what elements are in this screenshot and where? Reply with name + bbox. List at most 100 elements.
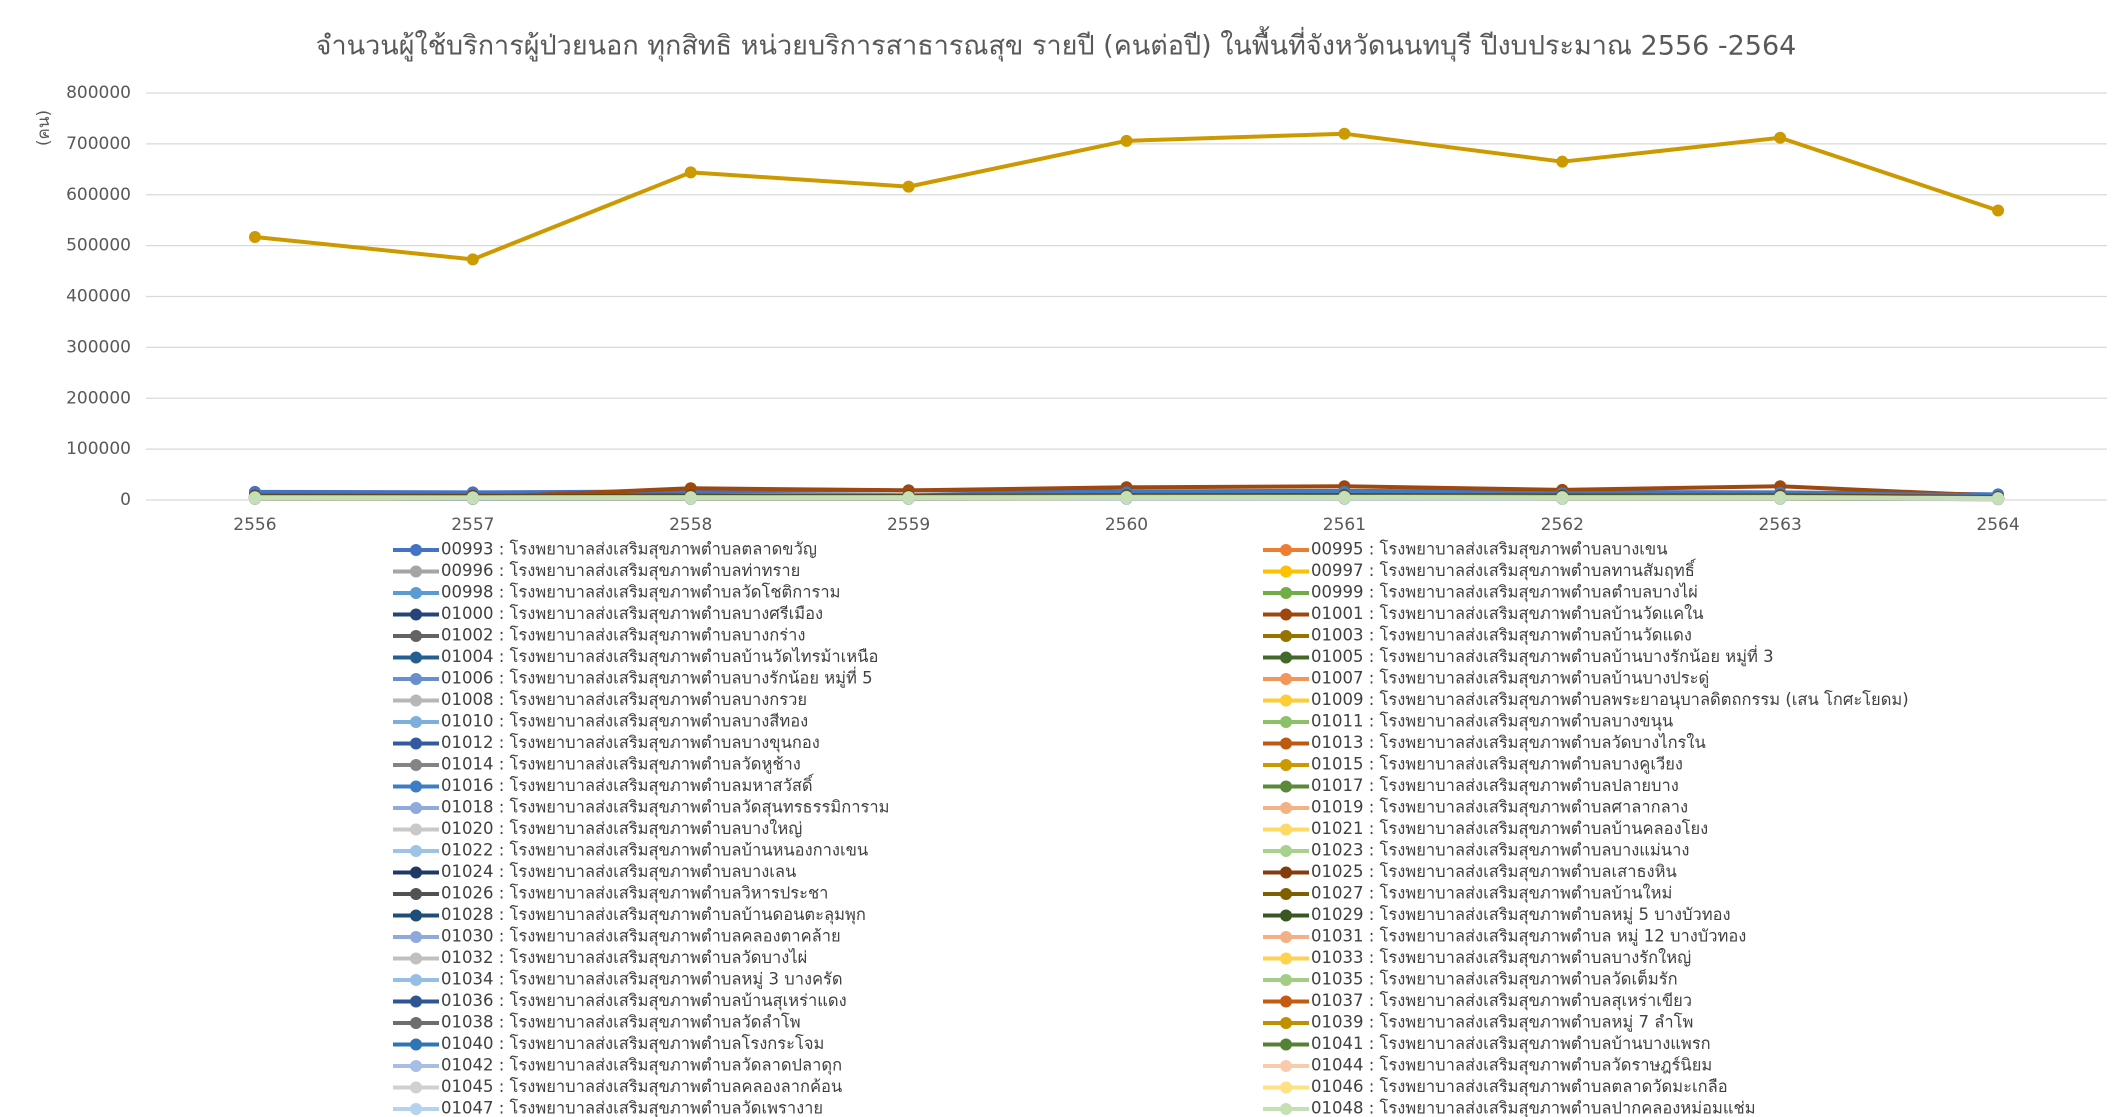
- legend-marker: [410, 1038, 422, 1051]
- legend-marker: [410, 845, 422, 857]
- legend-marker: [410, 974, 422, 986]
- data-point: [1774, 131, 1787, 144]
- legend-marker: [1280, 716, 1292, 728]
- data-point: [466, 491, 479, 504]
- legend-marker: [410, 587, 422, 599]
- legend-label: 01030 : โรงพยาบาลส่งเสริมสุขภาพตำบลคลองต…: [441, 927, 841, 947]
- legend-label: 01016 : โรงพยาบาลส่งเสริมสุขภาพตำบลมหาสว…: [441, 773, 815, 796]
- x-tick-label: 2559: [887, 515, 930, 535]
- legend-label: 01017 : โรงพยาบาลส่งเสริมสุขภาพตำบลปลายบ…: [1311, 776, 1679, 796]
- legend-label: 01008 : โรงพยาบาลส่งเสริมสุขภาพตำบลบางกร…: [441, 690, 807, 710]
- legend-marker: [410, 694, 422, 707]
- legend-label: 01021 : โรงพยาบาลส่งเสริมสุขภาพตำบลบ้านค…: [1311, 819, 1708, 839]
- legend-marker: [1280, 909, 1292, 922]
- legend-label: 01032 : โรงพยาบาลส่งเสริมสุขภาพตำบลวัดบา…: [441, 948, 807, 968]
- data-point: [248, 491, 261, 504]
- legend-label: 01029 : โรงพยาบาลส่งเสริมสุขภาพตำบลหมู่ …: [1311, 905, 1731, 925]
- x-tick-label: 2563: [1759, 515, 1802, 535]
- legend-marker: [410, 673, 422, 685]
- legend-marker: [410, 544, 422, 556]
- legend-label: 01013 : โรงพยาบาลส่งเสริมสุขภาพตำบลวัดบา…: [1311, 733, 1706, 753]
- legend-label: 01018 : โรงพยาบาลส่งเสริมสุขภาพตำบลวัดสุ…: [441, 798, 890, 818]
- legend-marker: [1280, 694, 1292, 707]
- legend-marker: [1280, 952, 1292, 965]
- legend-marker: [1280, 651, 1292, 664]
- legend-label: 01039 : โรงพยาบาลส่งเสริมสุขภาพตำบลหมู่ …: [1311, 1013, 1693, 1033]
- legend-marker: [1280, 931, 1292, 943]
- legend-marker: [1280, 1060, 1292, 1072]
- data-point: [684, 491, 697, 504]
- legend-label: 01003 : โรงพยาบาลส่งเสริมสุขภาพตำบลบ้านว…: [1311, 626, 1692, 646]
- legend-marker: [1280, 587, 1292, 599]
- chart-title: จำนวนผู้ใช้บริการผู้ป่วยนอก ทุกสิทธิ หน่…: [316, 26, 1797, 63]
- legend-marker: [410, 909, 422, 922]
- legend-label: 01006 : โรงพยาบาลส่งเสริมสุขภาพตำบลบางรั…: [441, 667, 873, 689]
- legend-marker: [1280, 823, 1292, 836]
- legend-marker: [410, 716, 422, 728]
- legend-marker: [1280, 866, 1292, 879]
- legend-marker: [410, 823, 422, 836]
- legend-label: 01048 : โรงพยาบาลส่งเสริมสุขภาพตำบลปากคล…: [1311, 1099, 1756, 1117]
- legend-label: 01019 : โรงพยาบาลส่งเสริมสุขภาพตำบลศาลาก…: [1311, 798, 1688, 818]
- legend-label: 01022 : โรงพยาบาลส่งเสริมสุขภาพตำบลบ้านห…: [441, 841, 868, 861]
- legend-marker: [410, 1060, 422, 1072]
- legend-label: 01041 : โรงพยาบาลส่งเสริมสุขภาพตำบลบ้านบ…: [1311, 1034, 1711, 1054]
- y-tick-label: 0: [120, 490, 131, 510]
- legend-label: 01004 : โรงพยาบาลส่งเสริมสุขภาพตำบลบ้านว…: [441, 647, 878, 667]
- data-point: [902, 491, 915, 504]
- data-point: [1992, 492, 2005, 505]
- legend-label: 01031 : โรงพยาบาลส่งเสริมสุขภาพตำบล หมู่…: [1311, 927, 1746, 947]
- legend-label: 01044 : โรงพยาบาลส่งเสริมสุขภาพตำบลวัดรา…: [1311, 1056, 1712, 1076]
- data-point: [902, 180, 915, 193]
- legend-marker: [410, 630, 422, 642]
- legend-marker: [1280, 1038, 1292, 1051]
- legend-label: 01001 : โรงพยาบาลส่งเสริมสุขภาพตำบลบ้านว…: [1311, 604, 1704, 624]
- legend-marker: [1280, 673, 1292, 685]
- x-tick-label: 2561: [1323, 515, 1366, 535]
- legend-label: 01002 : โรงพยาบาลส่งเสริมสุขภาพตำบลบางกร…: [441, 626, 805, 646]
- legend-label: 01025 : โรงพยาบาลส่งเสริมสุขภาพตำบลเสาธง…: [1311, 862, 1677, 882]
- legend-marker: [1280, 737, 1292, 750]
- x-tick-label: 2557: [451, 515, 494, 535]
- x-tick-label: 2562: [1541, 515, 1584, 535]
- legend-label: 01037 : โรงพยาบาลส่งเสริมสุขภาพตำบลสุเหร…: [1311, 991, 1692, 1011]
- legend-marker: [1280, 630, 1292, 642]
- legend-label: 01034 : โรงพยาบาลส่งเสริมสุขภาพตำบลหมู่ …: [441, 970, 843, 990]
- data-point: [1992, 204, 2005, 217]
- legend-marker: [410, 952, 422, 965]
- y-tick-label: 300000: [66, 337, 131, 357]
- x-tick-label: 2564: [1976, 515, 2019, 535]
- legend-label: 01033 : โรงพยาบาลส่งเสริมสุขภาพตำบลบางรั…: [1311, 948, 1691, 968]
- legend-marker: [1280, 608, 1292, 621]
- x-tick-label: 2560: [1105, 515, 1148, 535]
- data-point: [1120, 491, 1133, 504]
- data-point: [1774, 491, 1787, 504]
- legend-label: 01026 : โรงพยาบาลส่งเสริมสุขภาพตำบลวิหาร…: [441, 884, 828, 904]
- legend-label: 01010 : โรงพยาบาลส่งเสริมสุขภาพตำบลบางสี…: [441, 712, 808, 732]
- data-point: [1120, 134, 1133, 147]
- data-point: [248, 230, 261, 243]
- legend-marker: [1280, 1017, 1292, 1029]
- legend-label: 01046 : โรงพยาบาลส่งเสริมสุขภาพตำบลตลาดว…: [1311, 1077, 1728, 1097]
- legend-marker: [410, 759, 422, 771]
- legend-label: 01028 : โรงพยาบาลส่งเสริมสุขภาพตำบลบ้านด…: [441, 905, 866, 925]
- legend-marker: [1280, 544, 1292, 556]
- legend-label: 01007 : โรงพยาบาลส่งเสริมสุขภาพตำบลบ้านบ…: [1311, 669, 1709, 689]
- y-tick-label: 500000: [66, 236, 131, 256]
- legend-marker: [410, 866, 422, 879]
- legend-label: 01015 : โรงพยาบาลส่งเสริมสุขภาพตำบลบางคู…: [1311, 755, 1683, 775]
- legend-marker: [410, 888, 422, 900]
- legend-label: 00998 : โรงพยาบาลส่งเสริมสุขภาพตำบลวัดโช…: [441, 583, 841, 603]
- legend-label: 00999 : โรงพยาบาลส่งเสริมสุขภาพตำบลตำบลบ…: [1311, 583, 1698, 603]
- x-tick-label: 2558: [669, 515, 712, 535]
- legend-label: 01027 : โรงพยาบาลส่งเสริมสุขภาพตำบลบ้านใ…: [1311, 884, 1672, 904]
- legend-label: 01042 : โรงพยาบาลส่งเสริมสุขภาพตำบลวัดลา…: [441, 1056, 842, 1076]
- legend-label: 00997 : โรงพยาบาลส่งเสริมสุขภาพตำบลทานสั…: [1311, 558, 1697, 581]
- legend-marker: [410, 802, 422, 814]
- legend-marker: [1280, 1081, 1292, 1094]
- data-point: [1338, 127, 1351, 140]
- legend-label: 01020 : โรงพยาบาลส่งเสริมสุขภาพตำบลบางให…: [441, 819, 802, 839]
- legend-marker: [410, 1017, 422, 1029]
- legend-label: 01012 : โรงพยาบาลส่งเสริมสุขภาพตำบลบางขุ…: [441, 733, 820, 753]
